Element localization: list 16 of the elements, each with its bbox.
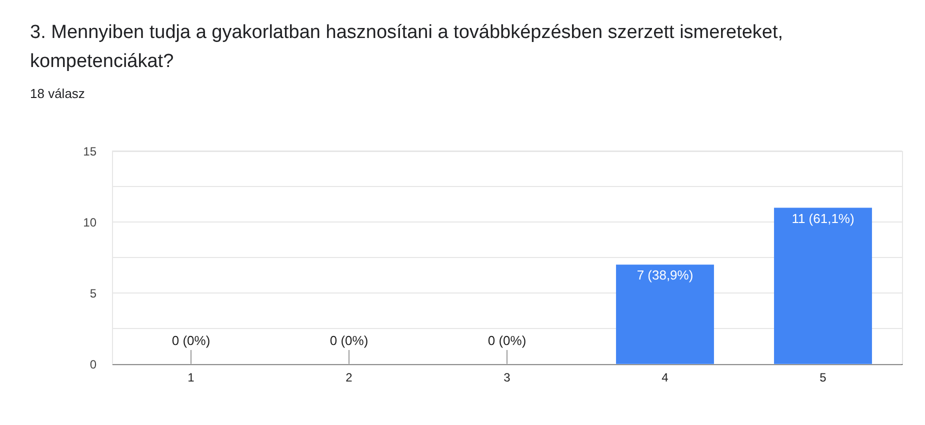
data-label: 11 (61,1%) bbox=[792, 210, 854, 226]
y-tick-label: 15 bbox=[83, 144, 97, 158]
x-tick-label: 2 bbox=[346, 370, 353, 384]
x-tick-label: 4 bbox=[662, 370, 669, 384]
y-tick-label: 10 bbox=[83, 216, 97, 230]
x-tick-label: 5 bbox=[820, 370, 827, 384]
data-label: 0 (0%) bbox=[488, 333, 526, 348]
x-tick-label: 3 bbox=[504, 370, 511, 384]
x-tick-label: 1 bbox=[188, 370, 195, 384]
y-tick-label: 0 bbox=[90, 358, 97, 372]
data-label: 7 (38,9%) bbox=[636, 268, 694, 283]
chart-title: 3. Mennyiben tudja a gyakorlatban hasznosítani a továbbképzésben szerzett ismereteket, kompetenciákat? bbox=[30, 21, 784, 74]
data-label: 0 (0%) bbox=[172, 333, 210, 348]
chart-subtitle: 18 válasz bbox=[30, 86, 85, 101]
data-label: 0 (0%) bbox=[330, 333, 368, 348]
y-tick-label: 5 bbox=[90, 286, 97, 300]
